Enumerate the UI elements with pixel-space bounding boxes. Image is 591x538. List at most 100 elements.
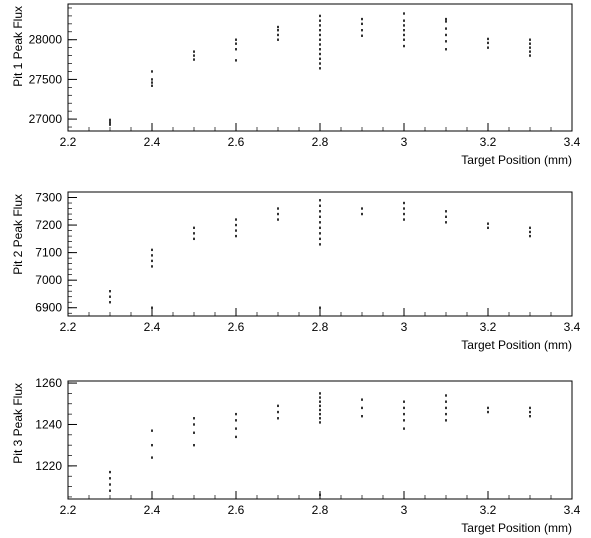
- data-point: [487, 46, 489, 49]
- data-point: [445, 33, 447, 37]
- data-point: [319, 28, 321, 32]
- data-points: [109, 392, 531, 497]
- data-point: [529, 42, 531, 45]
- x-tick-label: 2.6: [228, 503, 245, 517]
- data-point: [193, 226, 195, 230]
- data-point: [109, 489, 111, 492]
- data-point: [319, 48, 321, 51]
- data-point: [319, 215, 321, 218]
- y-tick-label: 7200: [35, 218, 62, 232]
- data-points: [109, 12, 531, 126]
- data-point: [403, 33, 405, 37]
- x-tick-label: 3.2: [480, 135, 497, 149]
- data-point: [235, 48, 237, 51]
- data-point: [403, 44, 405, 48]
- data-point: [193, 443, 195, 447]
- y-tick-label: 27000: [29, 112, 63, 126]
- data-point: [319, 204, 321, 207]
- x-tick-label: 2.4: [144, 320, 161, 334]
- data-point: [193, 431, 195, 434]
- data-point: [319, 14, 321, 18]
- data-point: [277, 25, 279, 29]
- data-point: [403, 212, 405, 216]
- data-point: [277, 38, 279, 41]
- data-point: [319, 392, 321, 395]
- data-point: [445, 27, 447, 30]
- data-point: [277, 404, 279, 408]
- data-point: [277, 28, 279, 32]
- data-point: [403, 406, 405, 410]
- data-point: [445, 400, 447, 403]
- data-point: [403, 24, 405, 27]
- data-point: [235, 42, 237, 45]
- data-point: [319, 237, 321, 241]
- x-tick-label: 3.4: [564, 320, 581, 334]
- x-axis-label: Target Position (mm): [461, 521, 572, 535]
- chart-panel-1: 2.2 2.4 2.6 2.8 3 3.2 3.4 27000 27500 28000 Target…: [11, 3, 581, 167]
- data-point: [319, 52, 321, 56]
- x-tick-label: 2.4: [144, 503, 161, 517]
- data-point: [193, 423, 195, 426]
- data-point: [403, 38, 405, 41]
- data-point: [445, 412, 447, 416]
- data-point: [529, 406, 531, 410]
- data-point: [445, 17, 447, 21]
- data-point: [487, 410, 489, 414]
- data-point: [319, 19, 321, 22]
- data-point: [319, 400, 321, 403]
- data-point: [361, 212, 363, 216]
- data-point: [151, 254, 153, 257]
- data-point: [277, 33, 279, 37]
- x-tick-label: 3.2: [480, 503, 497, 517]
- x-tick-label: 3: [401, 503, 408, 517]
- data-point: [319, 67, 321, 70]
- x-tick-label: 3.4: [564, 503, 581, 517]
- y-tick-label: 27500: [29, 72, 63, 86]
- x-tick-label: 3.2: [480, 320, 497, 334]
- x-tick-label: 2.2: [60, 320, 77, 334]
- data-point: [151, 248, 153, 252]
- data-point: [319, 421, 321, 424]
- data-points: [109, 199, 531, 309]
- data-point: [319, 243, 321, 246]
- data-point: [151, 429, 153, 432]
- data-point: [529, 54, 531, 57]
- y-tick-label: 7300: [35, 191, 62, 205]
- data-point: [403, 207, 405, 210]
- data-point: [277, 218, 279, 221]
- data-point: [319, 232, 321, 235]
- x-tick-label: 2.8: [312, 135, 329, 149]
- data-point: [403, 12, 405, 15]
- data-point: [235, 234, 237, 238]
- data-point: [361, 414, 363, 418]
- data-point: [403, 28, 405, 32]
- data-point: [193, 50, 195, 53]
- data-point: [235, 412, 237, 416]
- y-tick-label: 7000: [35, 273, 62, 287]
- data-point: [319, 404, 321, 408]
- x-tick-label: 2.6: [228, 320, 245, 334]
- data-point: [319, 493, 321, 497]
- data-point: [487, 406, 489, 410]
- x-axis-label: Target Position (mm): [461, 153, 572, 167]
- y-tick-label: 1240: [35, 417, 62, 431]
- data-point: [151, 259, 153, 263]
- chart-panel-2: 2.2 2.4 2.6 2.8 3 3.2 3.4 6900 7000 7100 7200 7300 T…: [11, 191, 581, 352]
- y-tick-label: 6900: [35, 301, 62, 315]
- data-point: [235, 59, 237, 62]
- x-axis-label: Target Position (mm): [461, 338, 572, 352]
- data-point: [235, 435, 237, 439]
- data-point: [109, 477, 111, 480]
- y-axis-label: Pit 2 Peak Flux: [11, 194, 25, 275]
- data-point: [109, 483, 111, 486]
- data-point: [361, 17, 363, 21]
- y-axis-label: Pit 1 Peak Flux: [11, 6, 25, 87]
- data-point: [361, 398, 363, 401]
- data-point: [319, 57, 321, 60]
- data-point: [361, 28, 363, 32]
- data-point: [235, 223, 237, 227]
- x-tick-label: 2.8: [312, 503, 329, 517]
- x-tick-label: 3: [401, 135, 408, 149]
- data-point: [487, 226, 489, 230]
